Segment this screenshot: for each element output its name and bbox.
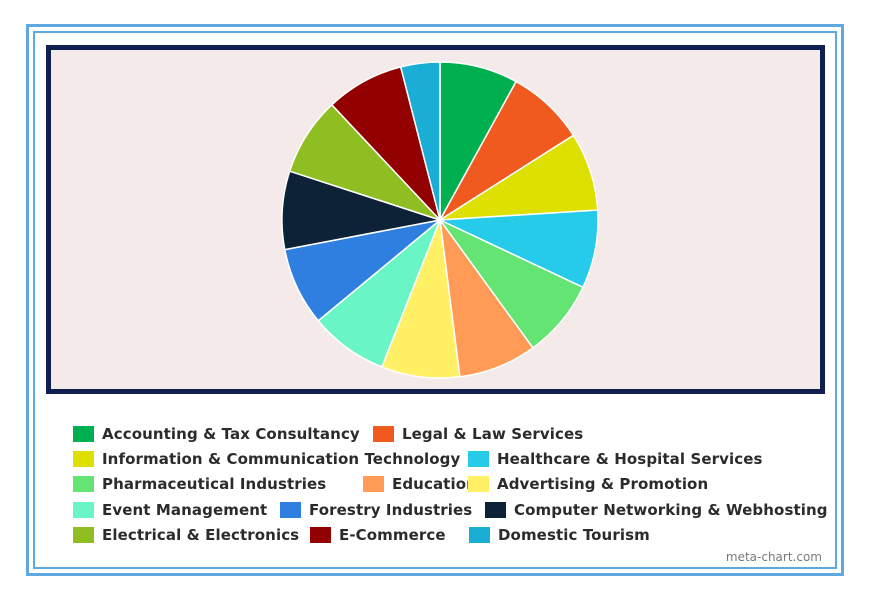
credit-text: meta-chart.com	[725, 550, 822, 564]
legend-item: Advertising & Promotion	[468, 474, 708, 494]
legend-swatch	[310, 526, 331, 543]
legend-item: Computer Networking & Webhosting	[485, 500, 828, 520]
legend-item: Forestry Industries	[280, 500, 472, 520]
legend-swatch	[73, 501, 94, 518]
legend-label: Healthcare & Hospital Services	[497, 450, 763, 469]
legend-swatch	[73, 526, 94, 543]
legend-item: Domestic Tourism	[469, 525, 650, 545]
legend-label: Education	[392, 475, 477, 494]
legend-label: Forestry Industries	[309, 500, 473, 519]
legend-swatch	[363, 476, 384, 493]
legend-swatch	[485, 501, 506, 518]
legend-label: Information & Communication Technology	[102, 450, 461, 469]
legend-label: Domestic Tourism	[498, 525, 650, 544]
legend-label: Legal & Law Services	[402, 425, 584, 443]
legend-item: Electrical & Electronics	[73, 525, 299, 545]
legend-swatch	[73, 451, 94, 468]
legend-item: Information & Communication Technology	[73, 449, 460, 469]
legend-label: Pharmaceutical Industries	[102, 475, 327, 494]
plot-area	[46, 45, 825, 394]
legend-label: Advertising & Promotion	[497, 475, 709, 494]
pie-chart	[281, 61, 599, 379]
legend-item: Event Management	[73, 500, 267, 520]
legend-item: Accounting & Tax Consultancy	[73, 424, 360, 444]
legend-swatch	[280, 501, 301, 518]
legend-swatch	[73, 476, 94, 493]
legend-swatch	[468, 451, 489, 468]
legend-item: E-Commerce	[310, 525, 446, 545]
legend-item: Pharmaceutical Industries	[73, 474, 326, 494]
legend-label: Accounting & Tax Consultancy	[102, 425, 360, 443]
pie-slice-12	[399, 61, 441, 221]
legend-label: Computer Networking & Webhosting	[514, 500, 828, 519]
legend-item: Healthcare & Hospital Services	[468, 449, 763, 469]
legend-label: Electrical & Electronics	[102, 525, 300, 544]
legend-item: Education	[363, 474, 477, 494]
legend-label: E-Commerce	[339, 525, 446, 544]
legend-swatch	[373, 426, 394, 442]
legend-label: Event Management	[102, 500, 268, 519]
legend-swatch	[73, 426, 94, 442]
legend-swatch	[468, 476, 489, 493]
legend-item: Legal & Law Services	[373, 424, 583, 444]
legend-swatch	[469, 526, 490, 543]
